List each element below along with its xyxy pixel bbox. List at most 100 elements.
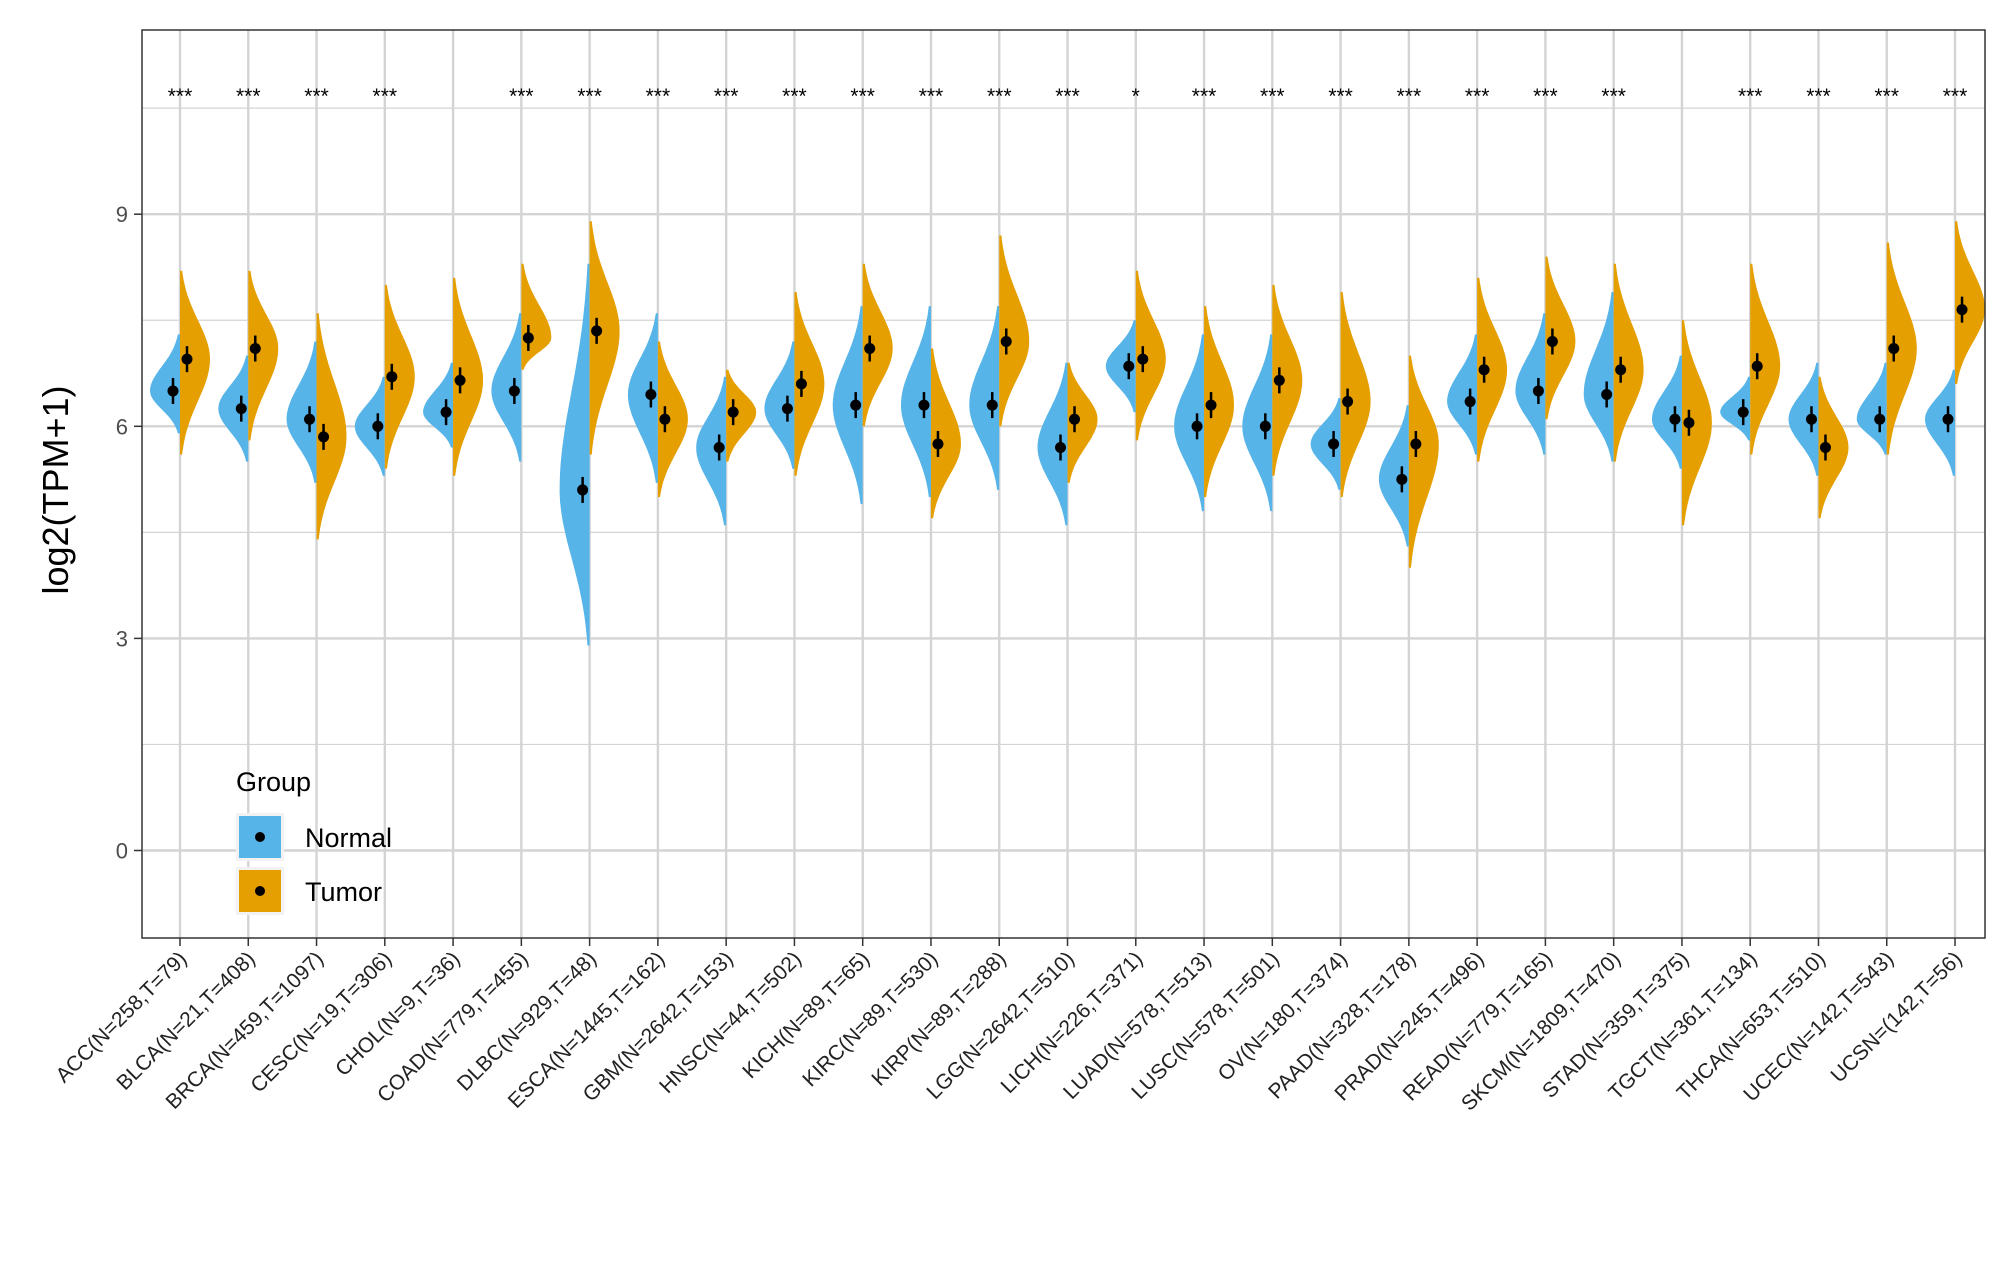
median-point-tumor bbox=[454, 374, 466, 386]
violin-normal bbox=[1788, 362, 1819, 476]
violin-tumor bbox=[1750, 263, 1781, 455]
median-point-tumor bbox=[1478, 364, 1490, 376]
median-point-tumor bbox=[795, 378, 807, 390]
median-point-normal bbox=[1805, 413, 1817, 425]
x-axis: ACC(N=258,T=79)BLCA(N=21,T=408)BRCA(N=45… bbox=[51, 938, 1967, 1115]
median-point-normal bbox=[1737, 406, 1749, 418]
significance-label: *** bbox=[1465, 85, 1490, 108]
y-tick-label: 9 bbox=[116, 202, 128, 227]
median-point-tumor bbox=[1546, 335, 1558, 347]
violin-normal bbox=[696, 376, 727, 526]
y-tick-label: 6 bbox=[116, 414, 128, 439]
median-point-normal bbox=[1259, 420, 1271, 432]
median-point-tumor bbox=[522, 332, 534, 344]
violin-tumor bbox=[862, 263, 893, 427]
median-point-normal bbox=[235, 403, 247, 415]
significance-label: *** bbox=[850, 85, 875, 108]
violin-tumor bbox=[657, 341, 688, 497]
median-point-tumor bbox=[386, 371, 398, 383]
violin-normal bbox=[901, 306, 931, 497]
x-tick-label: OV(N=180,T=374) bbox=[1214, 947, 1352, 1085]
significance-label: *** bbox=[1601, 85, 1626, 108]
violin-tumor bbox=[1408, 355, 1439, 568]
significance-label: *** bbox=[1943, 85, 1968, 108]
significance-label: *** bbox=[509, 85, 534, 108]
median-point-normal bbox=[577, 484, 589, 496]
legend-label-tumor: Tumor bbox=[305, 877, 382, 907]
violin-normal bbox=[1242, 334, 1273, 512]
x-tick-label: KICH(N=89,T=65) bbox=[738, 947, 874, 1083]
median-point-normal bbox=[645, 388, 657, 400]
median-point-normal bbox=[713, 442, 725, 454]
violin-tumor bbox=[248, 270, 279, 441]
significance-label: *** bbox=[373, 85, 398, 108]
significance-label: *** bbox=[714, 85, 739, 108]
violin-tumor bbox=[316, 313, 347, 540]
violin-normal bbox=[1447, 334, 1478, 455]
x-tick-label: UCSN=(142,T=56) bbox=[1826, 947, 1966, 1087]
violin-normal bbox=[832, 306, 863, 505]
median-point-tumor bbox=[1683, 417, 1695, 429]
median-point-tumor bbox=[1137, 353, 1149, 365]
significance-label: *** bbox=[1260, 85, 1285, 108]
plot-panel-border bbox=[141, 29, 1986, 939]
violin-normal bbox=[218, 355, 249, 462]
median-point-tumor bbox=[932, 438, 944, 450]
violin-tumor bbox=[384, 284, 415, 469]
median-point-normal bbox=[1328, 438, 1340, 450]
y-axis-label: log2(TPM+1) bbox=[35, 385, 76, 594]
median-point-normal bbox=[1532, 385, 1544, 397]
violin-normal bbox=[1378, 405, 1409, 547]
violin-normal bbox=[627, 313, 658, 483]
median-point-normal bbox=[1942, 413, 1954, 425]
median-point-normal bbox=[1874, 413, 1886, 425]
y-tick-label: 3 bbox=[116, 626, 128, 651]
median-point-tumor bbox=[1342, 396, 1354, 408]
violin-tumor bbox=[930, 348, 961, 519]
violin-tumor bbox=[1340, 291, 1371, 497]
violin-normal bbox=[764, 341, 795, 469]
median-point-tumor bbox=[1273, 374, 1285, 386]
violin-normal bbox=[1037, 362, 1068, 526]
median-point-normal bbox=[1191, 420, 1203, 432]
violin-tumor bbox=[453, 277, 484, 476]
y-axis: 0 3 6 9 bbox=[116, 202, 142, 864]
violin-normal bbox=[1174, 334, 1205, 512]
median-point-normal bbox=[781, 403, 793, 415]
violin-tumor bbox=[1886, 242, 1917, 455]
median-point-tumor bbox=[1819, 442, 1831, 454]
significance-label: *** bbox=[1397, 85, 1422, 108]
median-point-normal bbox=[508, 385, 520, 397]
median-point-normal bbox=[918, 399, 930, 411]
significance-label: *** bbox=[1738, 85, 1763, 108]
violin-normal bbox=[423, 362, 454, 448]
median-point-normal bbox=[167, 385, 179, 397]
median-point-tumor bbox=[249, 343, 261, 355]
legend-point-icon bbox=[255, 832, 265, 842]
median-point-normal bbox=[1055, 442, 1067, 454]
violin-tumor bbox=[180, 270, 210, 455]
violin-normal bbox=[491, 313, 522, 462]
median-point-normal bbox=[1464, 396, 1476, 408]
significance-label: *** bbox=[646, 85, 671, 108]
violin-tumor bbox=[1272, 284, 1303, 476]
violin-normal bbox=[1925, 369, 1956, 476]
y-tick-label: 0 bbox=[116, 839, 128, 864]
violin-tumor bbox=[1477, 277, 1508, 462]
median-point-normal bbox=[1123, 360, 1135, 372]
violin-tumor bbox=[1681, 320, 1712, 526]
significance-label: * bbox=[1132, 85, 1140, 108]
violin-tumor bbox=[794, 291, 825, 476]
legend-title: Group bbox=[236, 767, 311, 797]
median-point-normal bbox=[440, 406, 452, 418]
significance-layer: *** *** *** *** *** *** *** *** *** *** *** *** *** *… bbox=[168, 85, 1968, 108]
median-point-tumor bbox=[1069, 413, 1081, 425]
legend-label-normal: Normal bbox=[305, 823, 392, 853]
violin-normal bbox=[1310, 398, 1341, 490]
violin-layer bbox=[150, 221, 1985, 646]
significance-label: *** bbox=[577, 85, 602, 108]
violin-tumor bbox=[589, 221, 620, 455]
significance-label: *** bbox=[782, 85, 807, 108]
median-point-tumor bbox=[318, 431, 330, 443]
